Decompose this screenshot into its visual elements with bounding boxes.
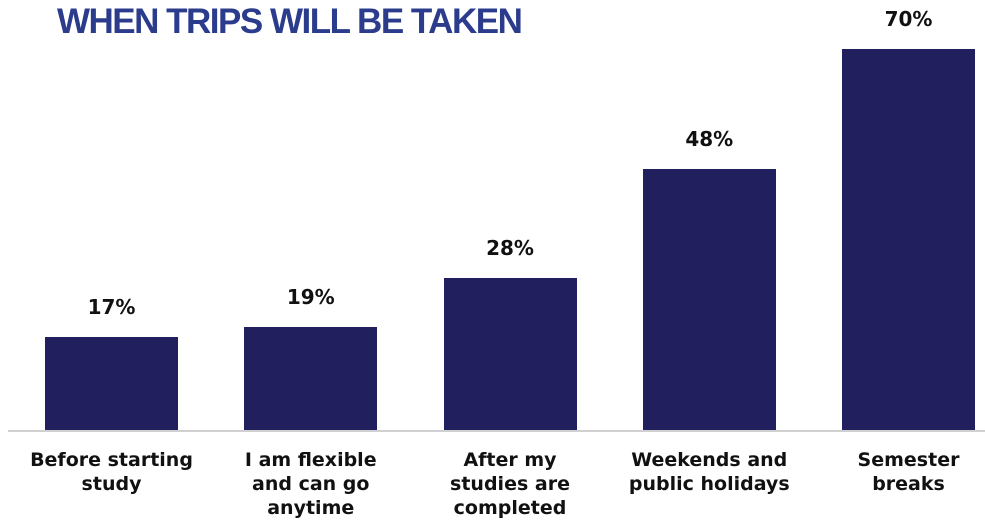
data-label: 48% xyxy=(685,126,734,151)
bar xyxy=(642,168,776,430)
data-label: 19% xyxy=(286,284,335,309)
x-tick-label: Before starting study xyxy=(30,449,193,495)
bar xyxy=(45,337,178,430)
x-tick-label: After my studies are completed xyxy=(450,449,570,519)
x-tick-label: Semester breaks xyxy=(857,449,960,495)
data-label: 70% xyxy=(884,7,933,31)
data-label: 28% xyxy=(486,235,534,260)
bar xyxy=(443,277,577,430)
bar xyxy=(842,49,975,430)
chart-title: WHEN TRIPS WILL BE TAKEN xyxy=(57,2,523,41)
data-label: 17% xyxy=(87,295,136,320)
baseline xyxy=(8,430,985,432)
x-tick-label: I am flexible and can go anytime xyxy=(244,449,377,519)
bar xyxy=(244,326,378,430)
x-tick-label: Weekends and public holidays xyxy=(628,449,790,495)
